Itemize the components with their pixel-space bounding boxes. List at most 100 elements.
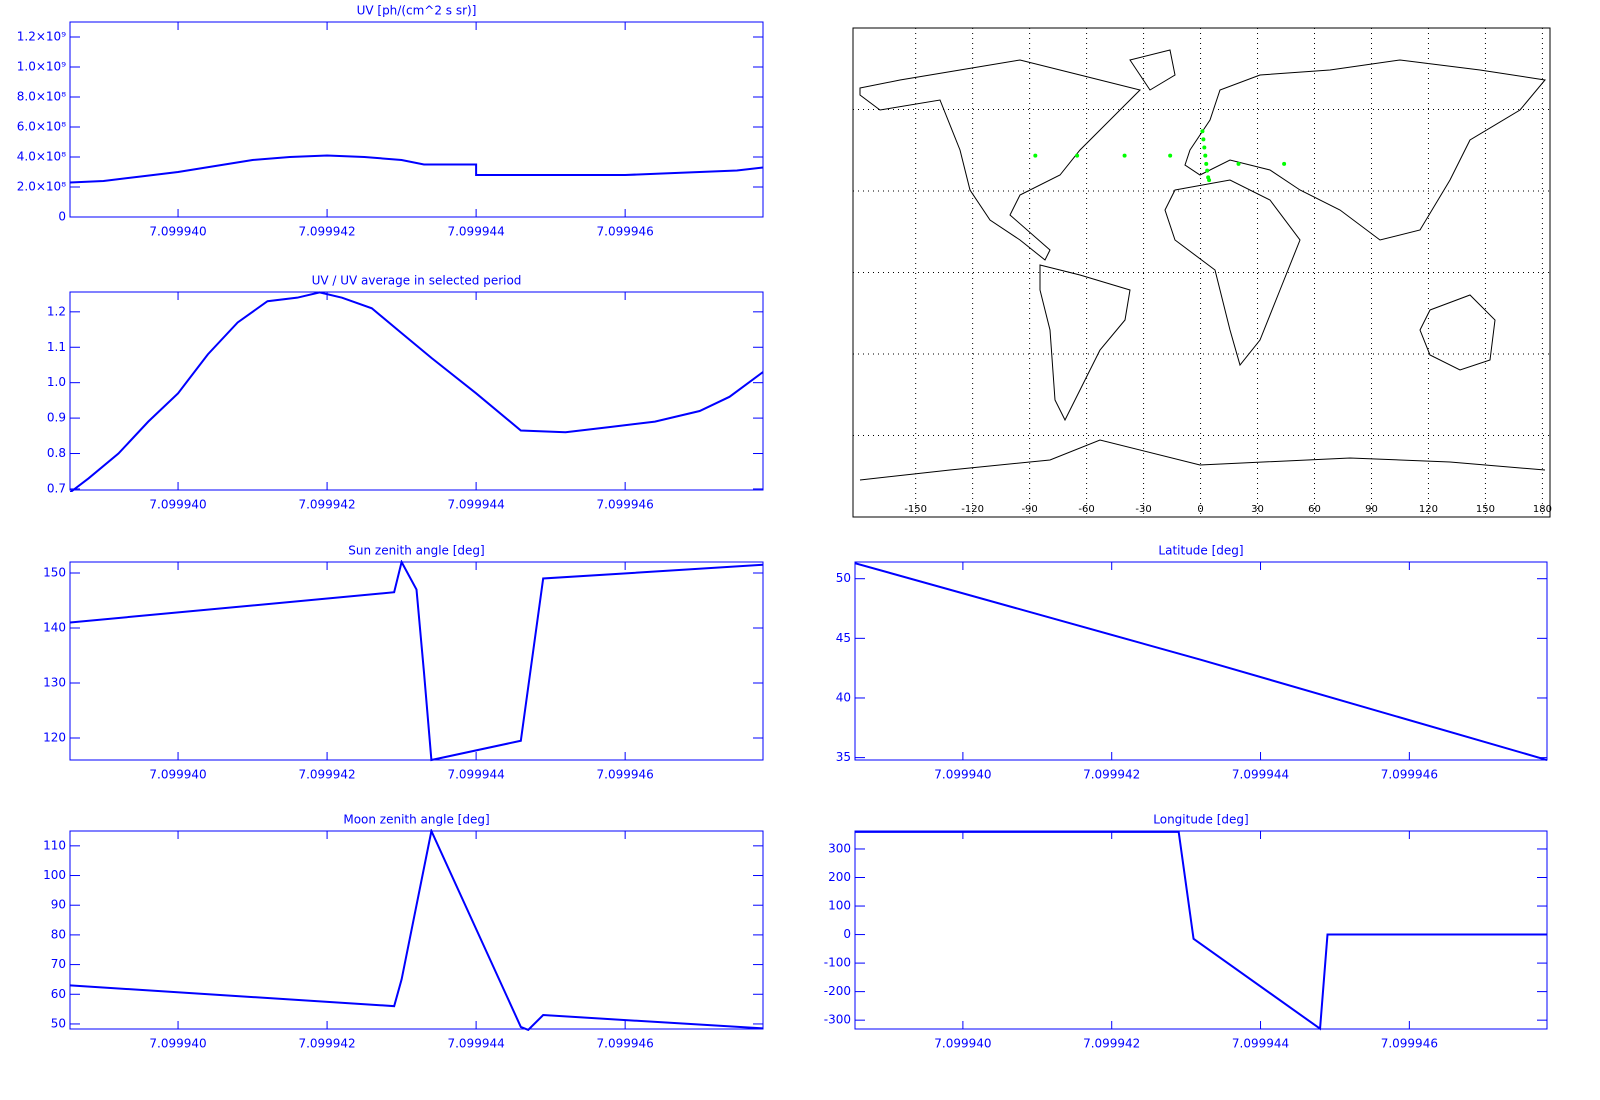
data-line	[70, 154, 763, 184]
track-point	[1122, 153, 1127, 158]
y-tick-label: 0.7	[47, 481, 66, 495]
x-tick-label: 7.099944	[1232, 768, 1289, 782]
coastline	[1184, 59, 1546, 241]
x-tick-label: -30	[1135, 504, 1151, 515]
x-tick-label: 180	[1533, 504, 1552, 515]
y-tick-label: 120	[43, 731, 66, 745]
y-tick-label: 0.8	[47, 446, 66, 460]
y-tick-label: 1.0	[47, 375, 66, 389]
track-point	[1075, 153, 1080, 158]
x-tick-label: 90	[1365, 504, 1378, 515]
x-tick-label: 7.099944	[447, 768, 504, 782]
chart-title: UV [ph/(cm^2 s sr)]	[357, 4, 477, 18]
chart-title: Longitude [deg]	[1153, 813, 1248, 827]
y-tick-label: 2.0×10⁸	[17, 180, 66, 194]
coastline	[1164, 179, 1301, 367]
y-tick-label: 1.2	[47, 304, 66, 318]
y-tick-label: 0	[58, 210, 66, 224]
track-point	[1168, 153, 1173, 158]
x-tick-label: -120	[961, 504, 984, 515]
x-tick-label: 7.099940	[934, 768, 991, 782]
x-tick-label: 7.099946	[597, 225, 654, 239]
x-tick-label: 7.099946	[597, 1037, 654, 1051]
plot-frame	[69, 830, 764, 1030]
x-tick-label: 0	[1197, 504, 1203, 515]
x-tick-label: 7.099944	[447, 225, 504, 239]
x-tick-label: 7.099942	[298, 225, 355, 239]
y-tick-label: -100	[824, 956, 851, 970]
y-tick-label: 6.0×10⁸	[17, 120, 66, 134]
chart-title: Sun zenith angle [deg]	[348, 544, 484, 558]
map-frame	[852, 27, 1551, 518]
y-tick-label: 1.0×10⁹	[17, 60, 66, 74]
y-tick-label: 300	[828, 841, 851, 855]
x-tick-label: -150	[904, 504, 927, 515]
y-tick-label: 8.0×10⁸	[17, 90, 66, 104]
y-tick-label: 110	[43, 838, 66, 852]
x-tick-label: 7.099946	[597, 768, 654, 782]
chart-title: Latitude [deg]	[1158, 544, 1243, 558]
data-line	[855, 562, 1547, 761]
track-point	[1201, 137, 1206, 142]
y-tick-label: 90	[51, 898, 66, 912]
y-tick-label: 80	[51, 927, 66, 941]
y-tick-label: 1.2×10⁹	[17, 30, 66, 44]
y-tick-label: 140	[43, 621, 66, 635]
chart-panel: Longitude [deg] 7.099940 7.099942 7.099944 7…	[824, 813, 1548, 1051]
chart-title: UV / UV average in selected period	[312, 274, 522, 288]
x-tick-label: 7.099942	[298, 498, 355, 512]
x-tick-label: -60	[1078, 504, 1094, 515]
x-tick-label: 7.099940	[934, 1037, 991, 1051]
y-tick-label: 50	[836, 571, 851, 585]
chart-panel: UV / UV average in selected period 7.0999…	[47, 274, 764, 512]
y-tick-label: 45	[836, 631, 851, 645]
x-tick-label: 120	[1419, 504, 1438, 515]
x-tick-label: 7.099942	[1083, 1037, 1140, 1051]
x-tick-label: 60	[1308, 504, 1321, 515]
track-point	[1200, 129, 1205, 134]
y-tick-label: 70	[51, 957, 66, 971]
x-tick-label: -90	[1021, 504, 1037, 515]
x-tick-label: 7.099946	[597, 498, 654, 512]
y-tick-label: 1.1	[47, 340, 66, 354]
y-tick-label: 150	[43, 566, 66, 580]
x-tick-label: 7.099942	[298, 768, 355, 782]
track-point	[1033, 153, 1038, 158]
data-line	[70, 560, 763, 762]
track-point	[1282, 161, 1287, 166]
x-tick-label: 30	[1251, 504, 1264, 515]
x-tick-label: 7.099944	[1232, 1037, 1289, 1051]
x-tick-label: 150	[1476, 504, 1495, 515]
chart-panel: UV [ph/(cm^2 s sr)] 7.099940 7.099942 7.099…	[17, 4, 764, 239]
x-tick-label: 7.099946	[1381, 1037, 1438, 1051]
chart-panel: Latitude [deg] 7.099940 7.099942 7.099944 7.…	[836, 544, 1548, 782]
chart-panel: Sun zenith angle [deg] 7.099940 7.099942 7.…	[43, 544, 764, 782]
y-tick-label: 4.0×10⁸	[17, 150, 66, 164]
x-tick-label: 7.099944	[447, 498, 504, 512]
data-line	[855, 830, 1547, 1031]
x-tick-label: 7.099942	[1083, 768, 1140, 782]
x-tick-label: 7.099942	[298, 1037, 355, 1051]
y-tick-label: 35	[836, 750, 851, 764]
y-tick-label: 50	[51, 1016, 66, 1030]
y-tick-label: 60	[51, 987, 66, 1001]
track-point	[1205, 168, 1210, 173]
track-point	[1203, 153, 1208, 158]
x-tick-label: 7.099940	[149, 498, 206, 512]
coastline	[1419, 294, 1496, 371]
coastline	[859, 59, 1141, 261]
y-tick-label: 100	[43, 868, 66, 882]
chart-title: Moon zenith angle [deg]	[343, 813, 489, 827]
coastline	[1039, 264, 1131, 422]
data-line	[70, 291, 763, 492]
plot-frame	[854, 561, 1548, 761]
x-tick-label: 7.099946	[1381, 768, 1438, 782]
plot-frame	[854, 830, 1548, 1030]
x-tick-label: 7.099940	[149, 768, 206, 782]
y-tick-label: 40	[836, 690, 851, 704]
world-map: -150 -120 -90 -60 -30 0 30 60 90 120 150 180	[852, 27, 1552, 518]
y-tick-label: -200	[824, 984, 851, 998]
track-point	[1207, 178, 1212, 183]
track-point	[1236, 161, 1241, 166]
y-tick-label: -300	[824, 1013, 851, 1027]
